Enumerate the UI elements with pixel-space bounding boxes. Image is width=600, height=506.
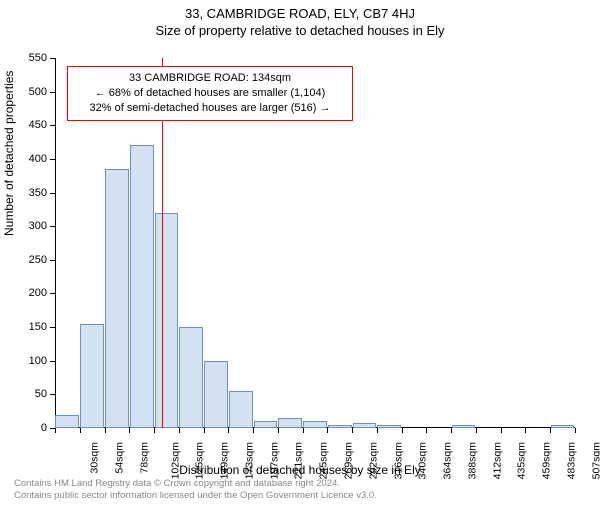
y-tick-mark [50,125,55,126]
x-tick-mark [402,428,403,433]
y-tick-mark [50,58,55,59]
plot-region: 05010015020025030035040045050055030sqm54… [55,58,575,428]
histogram-bar [155,213,179,428]
y-tick-mark [50,394,55,395]
y-tick-label: 50 [7,388,47,400]
x-tick-mark [228,428,229,433]
x-tick-mark [179,428,180,433]
histogram-bar [80,324,104,428]
x-tick-mark [303,428,304,433]
histogram-bar [551,425,575,428]
footer-line-1: Contains HM Land Registry data © Crown c… [14,478,377,490]
x-tick-mark [278,428,279,433]
y-tick-label: 350 [7,187,47,199]
histogram-bar [452,425,476,428]
x-tick-mark [129,428,130,433]
histogram-bar [204,361,228,428]
y-tick-mark [50,159,55,160]
x-tick-mark [204,428,205,433]
histogram-bar [229,391,253,428]
histogram-bar [353,423,377,428]
histogram-bar [303,421,327,428]
x-tick-mark [253,428,254,433]
y-tick-mark [50,92,55,93]
histogram-bar [328,425,352,428]
x-tick-mark [575,428,576,433]
y-axis-line [55,58,56,428]
x-tick-mark [55,428,56,433]
histogram-bar [377,425,401,428]
histogram-bar [130,145,154,428]
histogram-bar [254,421,278,428]
x-tick-mark [451,428,452,433]
x-tick-mark [105,428,106,433]
x-tick-mark [501,428,502,433]
y-tick-mark [50,260,55,261]
annotation-line: ← 68% of detached houses are smaller (1,… [74,86,346,101]
x-tick-mark [154,428,155,433]
title-sub: Size of property relative to detached ho… [0,23,600,38]
y-tick-mark [50,226,55,227]
x-tick-mark [550,428,551,433]
x-tick-mark [426,428,427,433]
y-tick-label: 500 [7,86,47,98]
x-tick-mark [327,428,328,433]
histogram-bar [105,169,129,428]
y-tick-label: 100 [7,355,47,367]
y-tick-label: 300 [7,220,47,232]
y-tick-label: 550 [7,52,47,64]
footer-attribution: Contains HM Land Registry data © Crown c… [14,478,377,502]
x-tick-mark [80,428,81,433]
annotation-line: 32% of semi-detached houses are larger (… [74,101,346,116]
y-tick-label: 0 [7,422,47,434]
footer-line-2: Contains public sector information licen… [14,490,377,502]
y-tick-mark [50,327,55,328]
y-tick-label: 250 [7,254,47,266]
histogram-bar [55,415,79,428]
histogram-bar [179,327,203,428]
y-tick-mark [50,293,55,294]
y-tick-label: 150 [7,321,47,333]
annotation-line: 33 CAMBRIDGE ROAD: 134sqm [74,71,346,86]
chart-area: 05010015020025030035040045050055030sqm54… [55,58,575,428]
x-axis-label: Distribution of detached houses by size … [0,463,600,477]
title-main: 33, CAMBRIDGE ROAD, ELY, CB7 4HJ [0,6,600,21]
x-tick-mark [377,428,378,433]
y-tick-mark [50,193,55,194]
y-tick-mark [50,361,55,362]
x-tick-mark [476,428,477,433]
histogram-bar [278,418,302,428]
x-tick-mark [352,428,353,433]
annotation-box: 33 CAMBRIDGE ROAD: 134sqm← 68% of detach… [67,66,353,121]
x-tick-mark [525,428,526,433]
y-tick-label: 450 [7,119,47,131]
y-tick-label: 200 [7,287,47,299]
y-tick-label: 400 [7,153,47,165]
